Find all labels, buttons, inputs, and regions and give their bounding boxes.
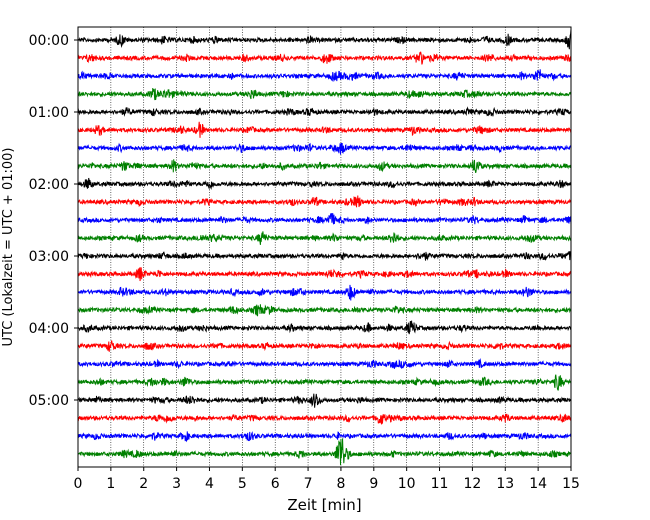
x-tick-label: 9 [369, 476, 378, 492]
x-tick-label: 12 [463, 476, 481, 492]
y-tick-label: 04:00 [29, 321, 69, 337]
seismic-trace [77, 438, 572, 466]
seismic-trace [77, 320, 572, 335]
y-tick-label: 03:00 [29, 249, 69, 265]
seismic-trace [77, 159, 572, 174]
x-tick-label: 1 [106, 476, 115, 492]
x-tick-label: 11 [431, 476, 449, 492]
seismic-trace [77, 177, 572, 190]
seismic-trace [77, 106, 572, 117]
seismic-trace [77, 267, 572, 282]
seismic-trace [77, 29, 572, 50]
x-tick-label: 3 [172, 476, 181, 492]
y-tick-label: 02:00 [29, 177, 69, 193]
x-axis-label: Zeit [min] [287, 496, 361, 514]
seismic-trace [77, 142, 572, 155]
x-tick-label: 2 [139, 476, 148, 492]
plot-frame [77, 26, 572, 468]
x-tick-label: 7 [304, 476, 313, 492]
x-tick-label: 5 [238, 476, 247, 492]
y-tick-label: 01:00 [29, 105, 69, 121]
seismic-trace [77, 431, 572, 443]
seismic-trace [77, 69, 572, 83]
seismic-trace [77, 88, 572, 101]
seismic-trace [77, 250, 572, 261]
x-tick-label: 0 [74, 476, 83, 492]
y-axis-label: UTC (Lokalzeit = UTC + 01:00) [1, 148, 16, 347]
x-tick-label: 10 [398, 476, 416, 492]
seismic-trace [77, 284, 572, 301]
seismic-trace [77, 121, 572, 138]
x-tick-label: 14 [529, 476, 547, 492]
trace-group [77, 29, 572, 466]
x-tick-label: 13 [496, 476, 514, 492]
y-tick-label: 00:00 [29, 33, 69, 49]
seismic-trace [77, 340, 572, 352]
seismic-trace [77, 51, 572, 65]
x-tick-label: 8 [336, 476, 345, 492]
seismic-trace [77, 413, 572, 425]
vertical-grid [110, 27, 539, 467]
seismic-trace [77, 231, 572, 245]
seismic-trace [77, 374, 572, 391]
seismic-trace [77, 213, 572, 225]
seismic-trace [77, 358, 572, 370]
seismic-trace [77, 304, 572, 317]
seismic-trace [77, 393, 572, 408]
x-tick-label: 6 [271, 476, 280, 492]
y-tick-label: 05:00 [29, 393, 69, 409]
x-tick-label: 15 [562, 476, 580, 492]
x-tick-label: 4 [205, 476, 214, 492]
tick-group: 0 1 2 3 4 5 6 7 8 9 10 11 12 13 14 1500:0001:0002:0003:… [29, 33, 580, 492]
seismic-trace [77, 195, 572, 208]
